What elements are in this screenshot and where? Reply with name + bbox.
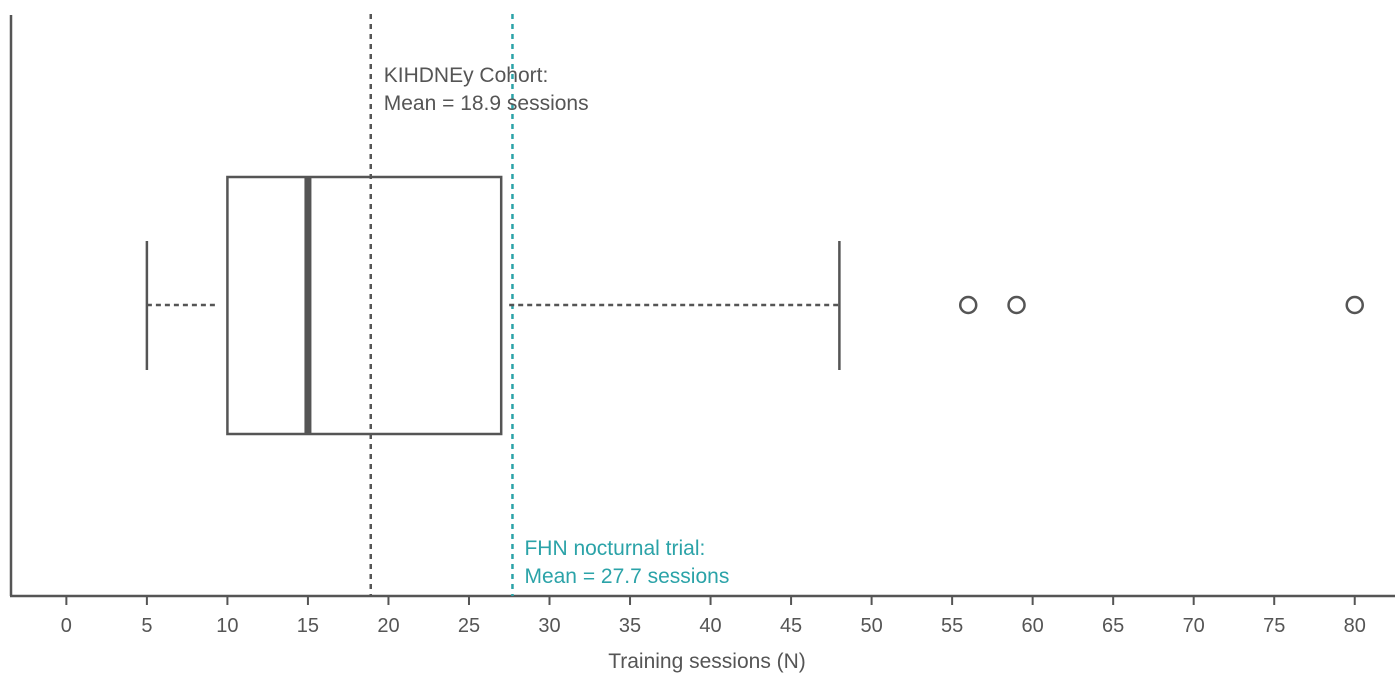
fhn-annotation-line1: FHN nocturnal trial: (524, 537, 705, 560)
x-tick-label: 80 (1344, 615, 1366, 637)
x-tick-label: 75 (1263, 615, 1285, 637)
x-tick-label: 45 (780, 615, 802, 637)
iqr-box (226, 175, 503, 436)
kihdney-annotation: KIHDNEy Cohort: Mean = 18.9 sessions (384, 64, 589, 115)
x-ticks: 0 5 10 15 20 25 30 35 40 45 50 55 60 65 70 75 80 (61, 596, 1366, 637)
x-tick-label: 60 (1022, 615, 1044, 637)
x-axis-title: Training sessions (N) (608, 650, 806, 673)
fhn-annotation-line2: Mean = 27.7 sessions (524, 565, 729, 588)
x-tick-label: 50 (860, 615, 882, 637)
x-tick-label: 0 (61, 615, 72, 637)
x-tick-label: 5 (141, 615, 152, 637)
outlier-point (1007, 295, 1026, 315)
x-tick-label: 65 (1102, 615, 1124, 637)
outlier-points (958, 295, 1364, 315)
x-tick-label: 10 (216, 615, 238, 637)
x-tick-label: 40 (699, 615, 721, 637)
fhn-annotation: FHN nocturnal trial: Mean = 27.7 session… (524, 537, 729, 588)
x-tick-label: 15 (297, 615, 319, 637)
kihdney-annotation-line2: Mean = 18.9 sessions (384, 92, 589, 115)
annotations: KIHDNEy Cohort: Mean = 18.9 sessions FHN… (384, 64, 730, 588)
boxplot (145, 175, 841, 436)
x-tick-label: 20 (377, 615, 399, 637)
outlier-point (958, 295, 978, 315)
x-tick-label: 30 (538, 615, 560, 637)
x-tick-label: 25 (458, 615, 480, 637)
x-tick-label: 55 (941, 615, 963, 637)
kihdney-annotation-line1: KIHDNEy Cohort: (384, 64, 549, 87)
outlier-point (1345, 295, 1364, 315)
x-tick-label: 70 (1183, 615, 1205, 637)
axes: 0 5 10 15 20 25 30 35 40 45 50 55 60 65 70 75 80 Trainin… (9, 15, 1395, 673)
x-tick-label: 35 (619, 615, 641, 637)
